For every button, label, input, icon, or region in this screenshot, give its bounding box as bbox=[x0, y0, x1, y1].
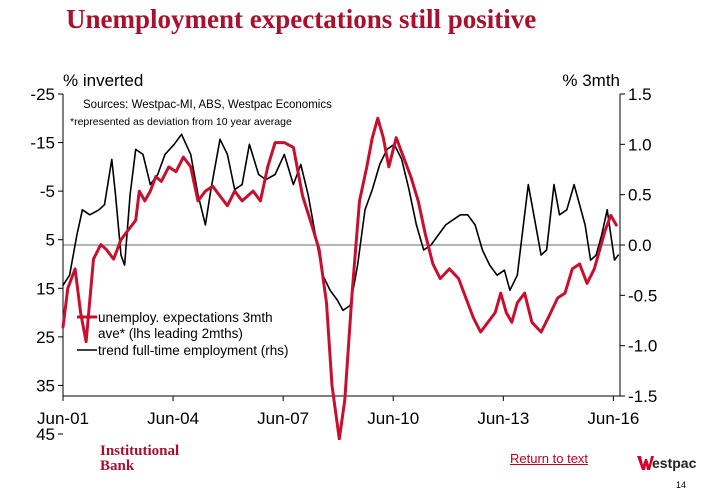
x-axis-ticks: Jun-01 Jun-04 Jun-07 Jun-10 Jun-13 Jun-16 bbox=[37, 396, 639, 428]
series-line-expectations bbox=[61, 116, 618, 440]
right-tick-label: 0.5 bbox=[628, 186, 652, 205]
left-tick-label: 5 bbox=[46, 231, 55, 250]
right-tick-label: 1.0 bbox=[628, 135, 652, 154]
series-line-employment bbox=[62, 133, 620, 312]
footnote: *represented as deviation from 10 year a… bbox=[70, 116, 292, 128]
legend-label-expectations-line2: ave* (lhs leading 2mths) bbox=[98, 326, 243, 341]
return-to-text-link[interactable]: Return to text bbox=[510, 451, 589, 466]
source-note: Sources: Westpac-MI, ABS, Westpac Econom… bbox=[83, 99, 332, 111]
right-tick-label: 1.5 bbox=[628, 85, 652, 104]
x-tick-label: Jun-04 bbox=[147, 409, 199, 428]
institutional-bank-logo: Institutional Bank bbox=[100, 444, 179, 474]
right-axis-ticks: 1.5 1.0 0.5 0.0 -0.5 -1.0 -1.5 bbox=[620, 85, 657, 406]
x-tick-label: Jun-13 bbox=[477, 409, 529, 428]
left-tick-label: 15 bbox=[36, 279, 55, 298]
legend-label-employment: trend full-time employment (rhs) bbox=[98, 343, 289, 358]
left-tick-label: -15 bbox=[30, 134, 55, 153]
page-number: 14 bbox=[676, 480, 687, 490]
right-tick-label: -1.0 bbox=[628, 337, 657, 356]
left-tick-label: -5 bbox=[40, 182, 55, 201]
logo-line2: Bank bbox=[100, 458, 135, 474]
left-tick-label: -25 bbox=[30, 85, 55, 104]
legend: unemploy. expectations 3mth ave* (lhs le… bbox=[77, 310, 289, 358]
legend-label-expectations-line1: unemploy. expectations 3mth bbox=[98, 310, 273, 325]
left-axis-ticks: -25 -15 -5 5 15 25 35 45 bbox=[30, 85, 63, 440]
westpac-w-icon bbox=[637, 456, 654, 470]
x-tick-label: Jun-10 bbox=[367, 409, 419, 428]
westpac-wordmark: estpac bbox=[652, 455, 697, 471]
x-tick-label: Jun-16 bbox=[587, 409, 639, 428]
slide-title: Unemployment expectations still positive bbox=[66, 4, 537, 34]
westpac-logo: estpac bbox=[637, 455, 717, 476]
left-tick-label: 45 bbox=[36, 425, 55, 440]
unemployment-chart: -25 -15 -5 5 15 25 35 45 1.5 1.0 0.5 0.0 -0.5 -1.0 -1… bbox=[30, 71, 657, 440]
left-axis-label: % inverted bbox=[63, 71, 143, 90]
x-tick-label: Jun-01 bbox=[37, 409, 89, 428]
x-tick-label: Jun-07 bbox=[257, 409, 309, 428]
right-tick-label: 0.0 bbox=[628, 236, 652, 255]
left-tick-label: 25 bbox=[36, 328, 55, 347]
series-layer bbox=[61, 116, 620, 440]
right-tick-label: -0.5 bbox=[628, 286, 657, 305]
right-tick-label: -1.5 bbox=[628, 387, 657, 406]
logo-line1: Institutional bbox=[100, 443, 180, 459]
right-axis-label: % 3mth bbox=[562, 71, 620, 90]
left-tick-label: 35 bbox=[36, 376, 55, 395]
